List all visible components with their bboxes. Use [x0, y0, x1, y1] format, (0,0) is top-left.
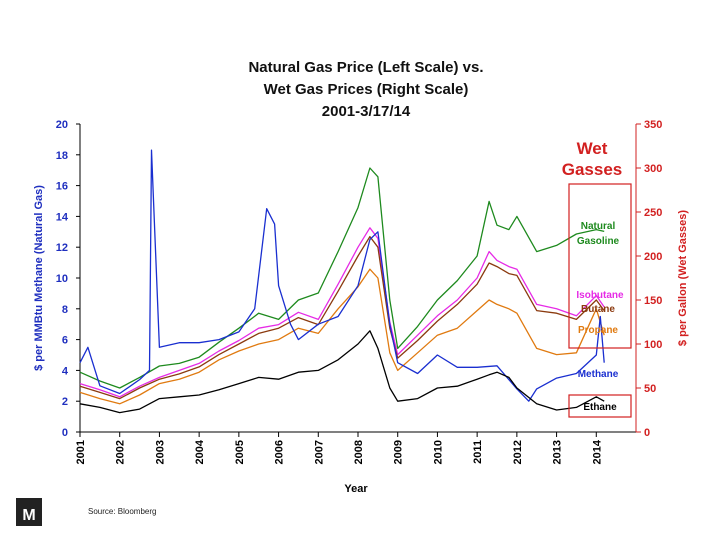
x-axis-label: Year [344, 483, 368, 495]
left-tick-label: 14 [56, 211, 69, 223]
legend-methane: Methane [578, 369, 619, 380]
series-line-natural-gasoline [79, 167, 605, 389]
x-tick-label: 2006 [274, 440, 286, 464]
left-tick-label: 8 [62, 304, 68, 316]
left-tick-label: 0 [62, 427, 68, 439]
left-tick-label: 4 [62, 365, 69, 377]
logo-letter: M [22, 507, 35, 524]
right-tick-label: 350 [644, 119, 662, 131]
right-tick-label: 0 [644, 427, 650, 439]
y-axis-label-left: $ per MMBtu Methane (Natural Gas) [33, 185, 45, 371]
y-axis-label-right: $ per Gallon (Wet Gasses) [677, 210, 689, 346]
x-tick-label: 2010 [432, 440, 444, 464]
series-line-methane [79, 149, 605, 402]
x-tick-label: 2008 [353, 440, 365, 464]
left-tick-label: 16 [56, 181, 68, 193]
x-tick-label: 2002 [115, 440, 127, 464]
x-tick-label: 2001 [75, 440, 87, 464]
wet-gasses-label-line-1: Wet [577, 139, 608, 158]
x-axis-ticks: 2001 2002 2003 2004 2005 2006 2007 2008 2009 2010… [75, 432, 603, 464]
x-tick-label: 2013 [552, 440, 564, 464]
wet-gasses-legend-box [568, 183, 632, 349]
logo-mark [16, 498, 42, 526]
left-tick-label: 10 [56, 273, 68, 285]
series-line-isobutane [79, 227, 605, 398]
right-tick-label: 250 [644, 207, 662, 219]
x-tick-label: 2005 [234, 440, 246, 464]
chart-title-line-1: Natural Gas Price (Left Scale) vs. [248, 59, 483, 76]
legend-butane: Butane [581, 304, 615, 315]
left-tick-label: 6 [62, 335, 68, 347]
legend-natural-gasoline-line-2: Gasoline [577, 236, 620, 247]
legend-propane: Propane [578, 325, 618, 336]
chart-title-line-3: 2001-3/17/14 [322, 103, 411, 120]
right-axis-ticks: 0 50 100 150 200 250 300 350 [636, 119, 662, 439]
x-tick-label: 2011 [472, 440, 484, 464]
legend-ethane: Ethane [583, 402, 617, 413]
series-line-propane [79, 268, 605, 405]
left-axis-ticks: 0 2 4 6 8 10 12 14 16 18 20 [56, 119, 80, 439]
series-line-ethane [79, 330, 605, 414]
x-tick-label: 2003 [154, 440, 166, 464]
ethane-legend-box [568, 394, 632, 418]
series-layer [79, 149, 605, 414]
x-tick-label: 2009 [393, 440, 405, 464]
legend-natural-gasoline-line-1: Natural [581, 221, 616, 232]
chart-title-line-2: Wet Gas Prices (Right Scale) [264, 81, 469, 98]
left-tick-label: 12 [56, 242, 68, 254]
series-line-butane [79, 235, 605, 400]
right-tick-label: 150 [644, 295, 662, 307]
x-tick-label: 2012 [512, 440, 524, 464]
x-tick-label: 2007 [313, 440, 325, 464]
x-tick-label: 2004 [194, 439, 206, 464]
x-tick-label: 2014 [591, 439, 603, 464]
left-tick-label: 20 [56, 119, 68, 131]
wet-gasses-label-line-2: Gasses [562, 160, 623, 179]
left-tick-label: 2 [62, 396, 68, 408]
right-tick-label: 200 [644, 251, 662, 263]
left-tick-label: 18 [56, 150, 68, 162]
legend-isobutane: Isobutane [576, 290, 624, 301]
right-tick-label: 300 [644, 163, 662, 175]
source-note: Source: Bloomberg [88, 507, 156, 516]
right-tick-label: 100 [644, 339, 662, 351]
right-tick-label: 50 [644, 383, 656, 395]
